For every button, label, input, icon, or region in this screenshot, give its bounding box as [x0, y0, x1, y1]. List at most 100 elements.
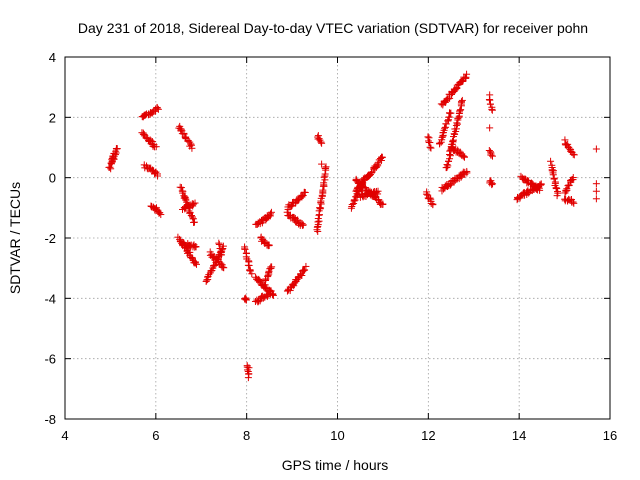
data-point [549, 171, 557, 179]
data-point [299, 221, 307, 229]
data-point [486, 100, 494, 108]
y-tick-label: -8 [44, 412, 56, 427]
data-point [463, 169, 471, 177]
x-axis-title: GPS time / hours [282, 457, 389, 473]
data-point [442, 120, 450, 128]
data-point [569, 150, 577, 158]
y-axis-title: SDTVAR / TECUs [7, 182, 23, 294]
data-point [453, 119, 461, 127]
data-point [379, 201, 387, 209]
data-point [320, 173, 328, 181]
data-point [152, 143, 160, 151]
data-point [302, 262, 310, 270]
data-point [537, 181, 545, 189]
data-point [486, 124, 494, 132]
data-point [592, 195, 600, 203]
data-point [486, 96, 494, 104]
data-point [459, 152, 467, 160]
data-point [444, 162, 452, 170]
data-point [489, 180, 497, 188]
data-point [188, 144, 196, 152]
data-point [241, 245, 249, 253]
data-point [291, 279, 299, 287]
data-point [153, 104, 161, 112]
x-tick-label: 14 [512, 428, 526, 443]
data-point [592, 145, 600, 153]
data-point [187, 212, 195, 220]
data-point [443, 161, 451, 169]
plot-frame [64, 56, 611, 420]
data-point [537, 180, 545, 188]
data-point [378, 153, 386, 161]
data-point [375, 196, 383, 204]
data-point [319, 186, 327, 194]
data-point [141, 111, 149, 119]
data-point [424, 137, 432, 145]
data-point [177, 184, 185, 192]
data-point [462, 73, 470, 81]
x-tick-label: 4 [61, 428, 68, 443]
data-point [457, 98, 465, 106]
y-tick-label: 0 [49, 171, 56, 186]
y-tick-label: -6 [44, 352, 56, 367]
data-point [190, 218, 198, 226]
data-point [441, 124, 449, 132]
data-point [460, 153, 468, 161]
data-point [267, 264, 275, 272]
data-point [536, 186, 544, 194]
data-point [457, 106, 465, 114]
data-point [592, 187, 600, 195]
data-point [444, 117, 452, 125]
data-point [244, 374, 252, 382]
data-points [105, 70, 600, 382]
data-point [569, 198, 577, 206]
data-point [322, 163, 330, 171]
data-point [108, 157, 116, 165]
data-point [488, 105, 496, 113]
data-point [564, 140, 572, 148]
data-point [527, 179, 535, 187]
data-point [314, 215, 322, 223]
data-point [112, 147, 120, 155]
data-point [456, 106, 464, 114]
data-point [445, 113, 453, 121]
data-point [245, 261, 253, 269]
data-point [202, 277, 210, 285]
data-point [447, 109, 455, 117]
data-point [463, 70, 471, 78]
x-tick-label: 6 [152, 428, 159, 443]
data-point [204, 272, 212, 280]
data-point [318, 139, 326, 147]
data-point [180, 130, 188, 138]
data-point [220, 264, 228, 272]
grid [65, 57, 610, 419]
data-point [205, 271, 213, 279]
data-point [368, 168, 376, 176]
data-point [447, 181, 455, 189]
data-point [267, 210, 275, 218]
data-point [547, 157, 555, 165]
data-point [553, 184, 561, 192]
x-tick-label: 12 [421, 428, 435, 443]
data-point [191, 259, 199, 267]
data-point [217, 251, 225, 259]
data-point [248, 270, 256, 278]
data-point [191, 199, 199, 207]
data-point [436, 140, 444, 148]
data-point [426, 143, 434, 151]
data-point [242, 296, 250, 304]
data-point [422, 190, 430, 198]
data-point [374, 187, 382, 195]
data-point [155, 209, 163, 217]
data-point [245, 364, 253, 372]
y-tick-label: -4 [44, 291, 56, 306]
data-point [267, 287, 275, 295]
data-point [570, 151, 578, 159]
data-point [192, 260, 200, 268]
data-point [287, 202, 295, 210]
data-point [177, 125, 185, 133]
data-point [488, 181, 496, 189]
y-tick-label: 4 [49, 50, 56, 65]
data-point [367, 169, 375, 177]
